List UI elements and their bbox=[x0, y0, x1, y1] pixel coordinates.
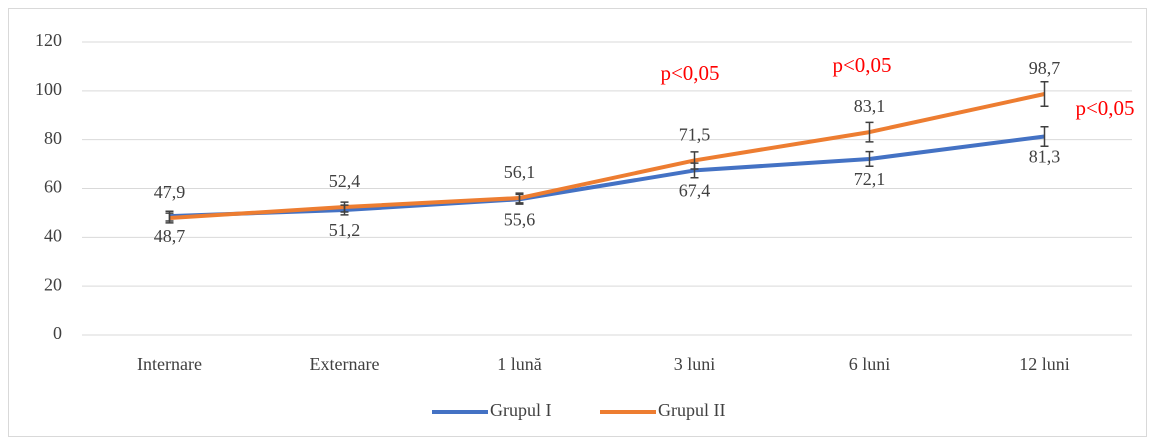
data-label: 51,2 bbox=[329, 220, 361, 240]
data-label: 81,3 bbox=[1029, 147, 1061, 167]
y-tick-label: 100 bbox=[35, 79, 62, 99]
x-tick-label: Internare bbox=[137, 354, 202, 374]
x-tick-label: 12 luni bbox=[1019, 354, 1070, 374]
error-bar bbox=[1040, 125, 1049, 148]
data-label: 48,7 bbox=[154, 226, 186, 246]
y-tick-label: 60 bbox=[44, 177, 62, 197]
error-bar bbox=[865, 121, 874, 143]
error-bar bbox=[340, 201, 349, 213]
chart-border bbox=[8, 8, 1147, 437]
error-bar bbox=[515, 192, 524, 204]
y-tick-label: 40 bbox=[44, 225, 62, 245]
data-label: 98,7 bbox=[1029, 58, 1061, 78]
data-label: 55,6 bbox=[504, 209, 536, 229]
x-tick-label: 1 lună bbox=[497, 354, 542, 374]
series-line bbox=[169, 92, 1045, 221]
x-tick-label: 6 luni bbox=[849, 354, 891, 374]
series-line bbox=[169, 134, 1045, 219]
data-label: 47,9 bbox=[154, 182, 186, 202]
data-label: 67,4 bbox=[679, 181, 711, 201]
legend-label: Grupul I bbox=[490, 400, 552, 420]
data-label: 71,5 bbox=[679, 125, 711, 145]
data-label: 56,1 bbox=[504, 162, 536, 182]
error-bar bbox=[865, 150, 874, 168]
annotation: p<0,05 bbox=[832, 53, 891, 77]
error-bar bbox=[690, 151, 699, 170]
x-tick-label: 3 luni bbox=[674, 354, 716, 374]
error-bar bbox=[165, 212, 174, 224]
legend-label: Grupul II bbox=[658, 400, 725, 420]
error-bar bbox=[1040, 81, 1049, 107]
annotation: p<0,05 bbox=[1075, 96, 1134, 120]
data-label: 72,1 bbox=[854, 169, 886, 189]
y-tick-label: 20 bbox=[44, 274, 62, 294]
data-label: 52,4 bbox=[329, 171, 361, 191]
y-tick-label: 80 bbox=[44, 128, 62, 148]
annotation: p<0,05 bbox=[660, 61, 719, 85]
data-label: 83,1 bbox=[854, 96, 886, 116]
x-tick-label: Externare bbox=[310, 354, 380, 374]
y-tick-label: 120 bbox=[35, 30, 62, 50]
y-tick-label: 0 bbox=[53, 323, 62, 343]
